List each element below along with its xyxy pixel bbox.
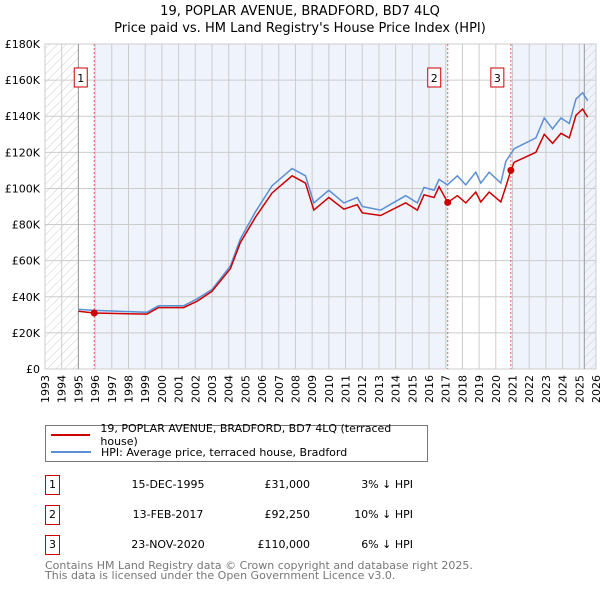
x-tick-label: 2023 — [540, 375, 553, 403]
series-line-property — [78, 107, 589, 315]
x-tick-label: 2008 — [289, 375, 302, 403]
shaded-period — [510, 44, 596, 369]
y-tick-label: £180K — [5, 38, 41, 51]
x-tick-label: 1993 — [39, 375, 52, 403]
sale-date: 23-NOV-2020 — [131, 538, 205, 551]
sale-hpi-diff: 6% ↓ HPI — [361, 538, 413, 551]
x-tick-label: 1996 — [89, 375, 102, 403]
x-tick-label: 1995 — [72, 375, 85, 403]
sale-price: £92,250 — [264, 508, 311, 521]
x-tick-label: 2010 — [323, 375, 336, 403]
x-tick-label: 2020 — [490, 375, 503, 403]
x-tick-label: 2016 — [423, 375, 436, 403]
sale-marker: 2 — [45, 505, 60, 525]
sale-date: 13-FEB-2017 — [132, 508, 204, 521]
sale-point — [444, 198, 452, 206]
legend-item-property: 19, POPLAR AVENUE, BRADFORD, BD7 4LQ (te… — [46, 422, 427, 448]
x-tick-label: 2014 — [390, 375, 403, 403]
footer-licence: This data is licensed under the Open Gov… — [45, 569, 396, 582]
sale-point — [90, 309, 98, 317]
x-tick-label: 2006 — [256, 375, 269, 403]
x-tick-label: 2018 — [456, 375, 469, 403]
y-tick-label: £80K — [12, 219, 41, 232]
chart-subtitle: Price paid vs. HM Land Registry's House … — [114, 21, 486, 36]
legend-item-hpi: HPI: Average price, terraced house, Brad… — [46, 444, 347, 460]
x-tick-label: 2013 — [373, 375, 386, 403]
sale-marker: 1 — [45, 475, 60, 495]
sale-hpi-diff: 3% ↓ HPI — [361, 478, 413, 491]
x-tick-label: 2004 — [223, 375, 236, 403]
x-tick-label: 1998 — [122, 375, 135, 403]
y-tick-label: £20K — [12, 327, 41, 340]
shaded-period — [94, 44, 448, 369]
legend-swatch-hpi — [51, 451, 91, 453]
x-tick-label: 2009 — [306, 375, 319, 403]
y-tick-label: £140K — [5, 110, 41, 123]
x-tick-label: 2000 — [156, 375, 169, 403]
x-tick-label: 2025 — [573, 375, 586, 403]
sale-label: 1 — [77, 72, 84, 85]
x-tick-label: 2021 — [507, 375, 520, 403]
x-tick-label: 2011 — [340, 375, 353, 403]
y-tick-label: £120K — [5, 146, 41, 159]
sale-price: £31,000 — [264, 478, 311, 491]
sale-label: 2 — [431, 72, 438, 85]
x-tick-label: 2024 — [557, 375, 570, 403]
x-tick-label: 1994 — [56, 375, 69, 403]
sale-date: 15-DEC-1995 — [131, 478, 205, 491]
sale-point — [507, 166, 515, 174]
x-tick-label: 2015 — [406, 375, 419, 403]
hatched-region — [584, 44, 596, 369]
plot-border — [44, 43, 597, 370]
chart-legend: 19, POPLAR AVENUE, BRADFORD, BD7 4LQ (te… — [45, 422, 428, 462]
x-tick-label: 2019 — [473, 375, 486, 403]
sale-label-box — [73, 67, 88, 88]
x-tick-label: 1999 — [139, 375, 152, 403]
sale-row: 3 23-NOV-2020 £110,000 6% ↓ HPI — [45, 535, 445, 555]
x-tick-label: 2001 — [173, 375, 186, 403]
x-tick-label: 2003 — [206, 375, 219, 403]
sale-label-box — [490, 67, 505, 88]
x-tick-label: 2012 — [356, 375, 369, 403]
legend-label-property: 19, POPLAR AVENUE, BRADFORD, BD7 4LQ (te… — [100, 422, 392, 448]
sale-price: £110,000 — [257, 538, 311, 551]
x-tick-label: 2007 — [273, 375, 286, 403]
x-tick-label: 2022 — [523, 375, 536, 403]
x-tick-label: 2026 — [590, 375, 600, 403]
chart-title: 19, POPLAR AVENUE, BRADFORD, BD7 4LQ — [160, 4, 440, 19]
y-tick-label: £60K — [12, 255, 41, 268]
sale-row: 1 15-DEC-1995 £31,000 3% ↓ HPI — [45, 475, 445, 495]
x-tick-label: 2002 — [189, 375, 202, 403]
series-line-hpi — [78, 91, 589, 314]
legend-label-hpi: HPI: Average price, terraced house, Brad… — [101, 445, 348, 459]
y-tick-label: £100K — [5, 182, 41, 195]
sale-label: 3 — [494, 72, 501, 85]
y-tick-label: £40K — [12, 291, 41, 304]
sale-row: 2 13-FEB-2017 £92,250 10% ↓ HPI — [45, 505, 445, 525]
legend-swatch-property — [51, 434, 91, 436]
x-tick-label: 1997 — [106, 375, 119, 403]
y-tick-label: £160K — [5, 74, 41, 87]
y-tick-label: £0 — [26, 363, 40, 376]
footer-copyright: Contains HM Land Registry data © Crown c… — [45, 559, 473, 572]
sale-label-box — [427, 67, 442, 88]
x-tick-label: 2017 — [440, 375, 453, 403]
sale-hpi-diff: 10% ↓ HPI — [354, 508, 413, 521]
sale-marker: 3 — [45, 535, 60, 555]
x-tick-label: 2005 — [239, 375, 252, 403]
